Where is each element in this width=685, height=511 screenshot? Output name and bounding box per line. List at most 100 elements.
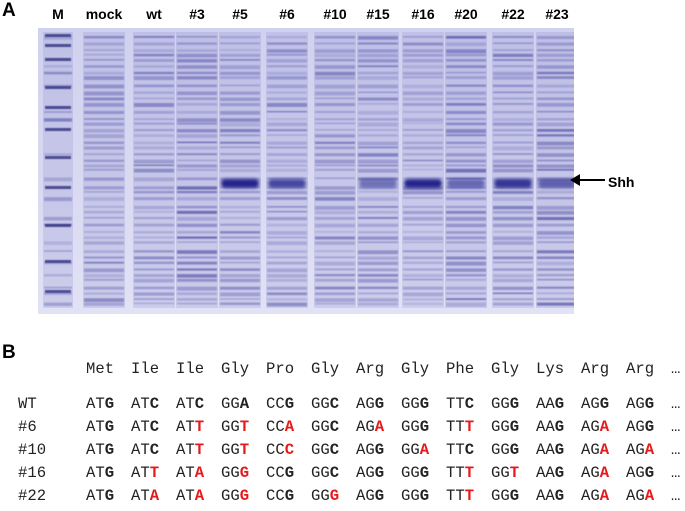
codon: ATC (176, 395, 205, 413)
lane-label: #5 (232, 6, 248, 22)
codon: GGG (401, 418, 430, 436)
codon: GGG (491, 418, 520, 436)
amino-acid-label: Arg (581, 360, 610, 378)
codon: GGG (221, 464, 250, 482)
codon: AGG (581, 395, 610, 413)
codon: ATA (131, 487, 160, 505)
codon: GGT (491, 464, 520, 482)
codon: GGG (311, 487, 340, 505)
codon: … (671, 395, 681, 413)
codon: GGT (221, 418, 250, 436)
codon: AGA (581, 441, 610, 459)
codon: GGC (311, 395, 340, 413)
arrow-left-icon (570, 174, 605, 186)
amino-acid-label: Lys (536, 360, 565, 378)
codon: CCA (266, 418, 295, 436)
codon: ATC (131, 418, 160, 436)
sequence-row-name: WT (18, 395, 37, 413)
codon: AAG (536, 464, 565, 482)
codon: … (671, 487, 681, 505)
codon: ATT (131, 464, 160, 482)
panel-b-label: B (2, 342, 16, 363)
codon: ATG (86, 487, 115, 505)
codon: GGT (221, 441, 250, 459)
codon: GGG (221, 487, 250, 505)
panel-a-label: A (2, 0, 16, 21)
codon: GGC (311, 441, 340, 459)
codon: GGG (401, 464, 430, 482)
lane-label: mock (85, 6, 123, 22)
codon: GGC (311, 464, 340, 482)
codon: CCC (266, 441, 295, 459)
codon: GGG (401, 395, 430, 413)
sequence-row-name: #6 (18, 418, 37, 436)
codon: GGA (401, 441, 430, 459)
codon: AAG (536, 487, 565, 505)
amino-acid-label: Phe (446, 360, 475, 378)
codon: AGA (581, 487, 610, 505)
amino-acid-label: Met (86, 360, 115, 378)
codon: CCG (266, 395, 295, 413)
lane-label: #6 (279, 6, 295, 22)
codon: AGG (626, 395, 655, 413)
codon: TTT (446, 418, 475, 436)
codon: AGA (581, 464, 610, 482)
codon: AAG (536, 395, 565, 413)
codon: ATC (131, 441, 160, 459)
codon: AGG (626, 418, 655, 436)
shh-band-label: Shh (608, 174, 635, 190)
codon: AGG (356, 441, 385, 459)
codon: ATA (176, 464, 205, 482)
codon: TTT (446, 464, 475, 482)
codon: TTT (446, 487, 475, 505)
lane-label: #16 (411, 6, 435, 22)
codon: ATT (176, 441, 205, 459)
lane-label: #15 (366, 6, 390, 22)
amino-acid-label: Ile (131, 360, 160, 378)
lane-label: M (52, 6, 64, 22)
amino-acid-label: Arg (356, 360, 385, 378)
codon: GGG (491, 395, 520, 413)
codon: GGG (401, 487, 430, 505)
codon: AGA (626, 487, 655, 505)
codon: … (671, 464, 681, 482)
codon: ATG (86, 464, 115, 482)
amino-acid-label: Gly (221, 360, 250, 378)
codon: AGG (626, 464, 655, 482)
codon: TTC (446, 395, 475, 413)
codon: AAG (536, 418, 565, 436)
codon: GGC (311, 418, 340, 436)
sequence-row-name: #10 (18, 441, 47, 459)
sds-page-gel-image (38, 28, 574, 314)
codon: ATT (176, 418, 205, 436)
codon: AGA (626, 441, 655, 459)
codon: TTC (446, 441, 475, 459)
lane-label: #3 (189, 6, 205, 22)
codon: ATG (86, 395, 115, 413)
codon: AAG (536, 441, 565, 459)
codon: ATC (131, 395, 160, 413)
lane-label: #23 (545, 6, 569, 22)
amino-acid-label: … (671, 360, 681, 378)
codon: AGA (581, 418, 610, 436)
amino-acid-label: Arg (626, 360, 655, 378)
codon: AGA (356, 418, 385, 436)
lane-label: #10 (323, 6, 347, 22)
sequence-row-name: #22 (18, 487, 47, 505)
codon: GGG (491, 487, 520, 505)
codon: AGG (356, 487, 385, 505)
codon: AGG (356, 395, 385, 413)
codon: AGG (356, 464, 385, 482)
sequence-row-name: #16 (18, 464, 47, 482)
codon: ATG (86, 441, 115, 459)
amino-acid-label: Gly (491, 360, 520, 378)
lane-label: #20 (454, 6, 478, 22)
codon: CCG (266, 487, 295, 505)
amino-acid-label: Gly (311, 360, 340, 378)
codon: CCG (266, 464, 295, 482)
lane-label: #22 (501, 6, 525, 22)
codon: GGA (221, 395, 250, 413)
codon: … (671, 418, 681, 436)
lane-label: wt (146, 6, 162, 22)
codon: ATA (176, 487, 205, 505)
